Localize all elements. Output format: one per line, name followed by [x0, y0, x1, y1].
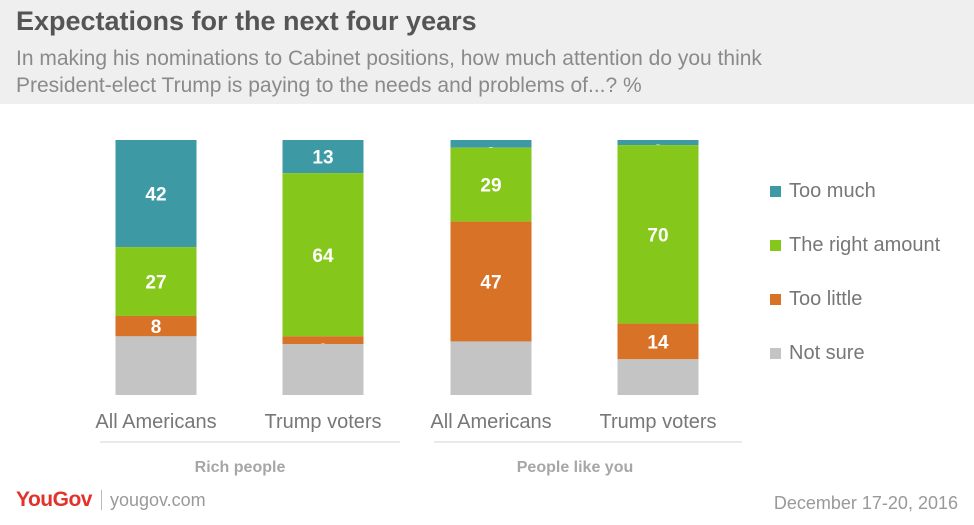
bar-segment-4-col-2 — [282, 344, 364, 395]
subtitle-line-2: President-elect Trump is paying to the n… — [16, 74, 642, 97]
category-label: Trump voters — [599, 411, 716, 433]
legend-label: Too little — [789, 288, 863, 310]
header: Expectations for the next four years In … — [0, 0, 974, 104]
bar-segment-2-col-2 — [282, 173, 364, 337]
data-label: 8 — [151, 317, 162, 338]
legend-swatch — [770, 294, 781, 305]
data-label: 14 — [647, 332, 669, 353]
data-label: 29 — [480, 176, 501, 197]
legend-swatch — [770, 186, 781, 197]
bar-segment-2-col-1 — [115, 247, 197, 316]
legend-swatch — [770, 348, 781, 359]
legend-label: Too much — [789, 180, 876, 202]
site-url: yougov.com — [109, 489, 206, 510]
bar-segment-1-col-3 — [450, 140, 532, 148]
bar-segment-4-col-1 — [115, 336, 197, 395]
chart-subtitle: In making his nominations to Cabinet pos… — [16, 45, 956, 99]
chart-title: Expectations for the next four years — [16, 6, 477, 36]
logo-divider — [100, 490, 102, 510]
bar-segment-1-col-2 — [282, 140, 364, 174]
legend-item: The right amount — [770, 234, 940, 257]
legend-item: Too much — [770, 180, 876, 203]
group-label: People like you — [517, 459, 633, 476]
bar-segment-3-col-3 — [450, 221, 532, 342]
subtitle-line-1: In making his nominations to Cabinet pos… — [16, 47, 762, 70]
legend-item: Not sure — [770, 342, 865, 365]
bar-segment-2-col-3 — [450, 147, 532, 222]
data-label: 64 — [312, 246, 334, 267]
survey-date: December 17-20, 2016 — [773, 493, 958, 513]
bar-segment-1-col-1 — [115, 140, 197, 248]
data-label: 27 — [145, 273, 166, 294]
footer-branding: YouGov yougov.com — [16, 488, 206, 512]
data-label: 47 — [480, 273, 501, 294]
data-label: 13 — [312, 148, 333, 169]
category-label: Trump voters — [264, 411, 381, 433]
legend-item: Too little — [770, 288, 862, 311]
legend-label: Not sure — [789, 342, 865, 364]
bar-segment-3-col-4 — [617, 323, 699, 360]
group-label: Rich people — [195, 459, 286, 476]
legend-label: The right amount — [789, 234, 941, 256]
data-label: 70 — [647, 225, 668, 246]
data-label: 42 — [145, 185, 166, 206]
bar-segment-3-col-2 — [282, 336, 364, 344]
bar-segment-4-col-3 — [450, 341, 532, 395]
yougov-logo: YouGov — [16, 488, 92, 511]
bar-segment-1-col-4 — [617, 140, 699, 146]
category-label: All Americans — [95, 411, 216, 433]
bar-segment-2-col-4 — [617, 145, 699, 324]
bar-segment-4-col-4 — [617, 359, 699, 395]
bar-segment-3-col-1 — [115, 315, 197, 337]
category-label: All Americans — [430, 411, 551, 433]
legend-swatch — [770, 240, 781, 251]
